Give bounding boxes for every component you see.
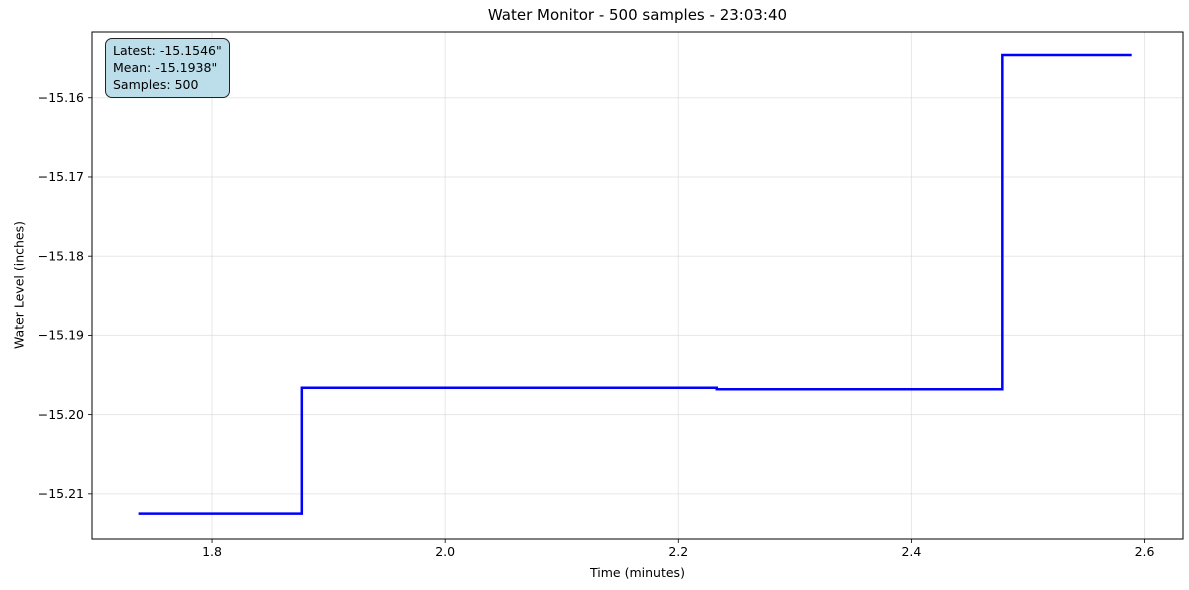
- y-axis-label: Water Level (inches): [11, 220, 27, 350]
- chart-title: Water Monitor - 500 samples - 23:03:40: [487, 6, 788, 24]
- y-tick-label: −15.16: [38, 90, 84, 105]
- stat-samples: Samples: 500: [113, 77, 199, 92]
- data-line-water-level: [138, 53, 1132, 515]
- y-tick-label: −15.21: [38, 486, 84, 501]
- y-tick-label: −15.19: [38, 328, 84, 343]
- x-tick-label: 2.6: [1135, 544, 1155, 559]
- plot-frame: [91, 31, 1184, 540]
- x-tick-label: 2.0: [435, 544, 455, 559]
- stat-latest: Latest: -15.1546": [113, 43, 222, 58]
- x-axis-label: Time (minutes): [590, 565, 685, 580]
- stat-mean: Mean: -15.1938": [113, 60, 218, 75]
- x-tick-label: 2.2: [668, 544, 688, 559]
- x-tick-label: 1.8: [202, 544, 222, 559]
- y-tick-label: −15.20: [38, 407, 84, 422]
- y-tick-label: −15.18: [38, 248, 84, 263]
- y-tick-label: −15.17: [38, 169, 84, 184]
- x-tick-label: 2.4: [901, 544, 921, 559]
- stats-annotation-box: Latest: -15.1546" Mean: -15.1938" Sample…: [105, 38, 230, 98]
